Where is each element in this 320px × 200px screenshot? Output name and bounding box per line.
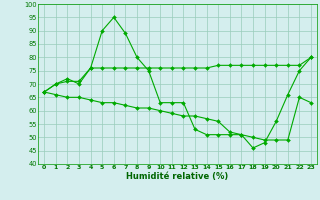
X-axis label: Humidité relative (%): Humidité relative (%) [126, 172, 229, 181]
